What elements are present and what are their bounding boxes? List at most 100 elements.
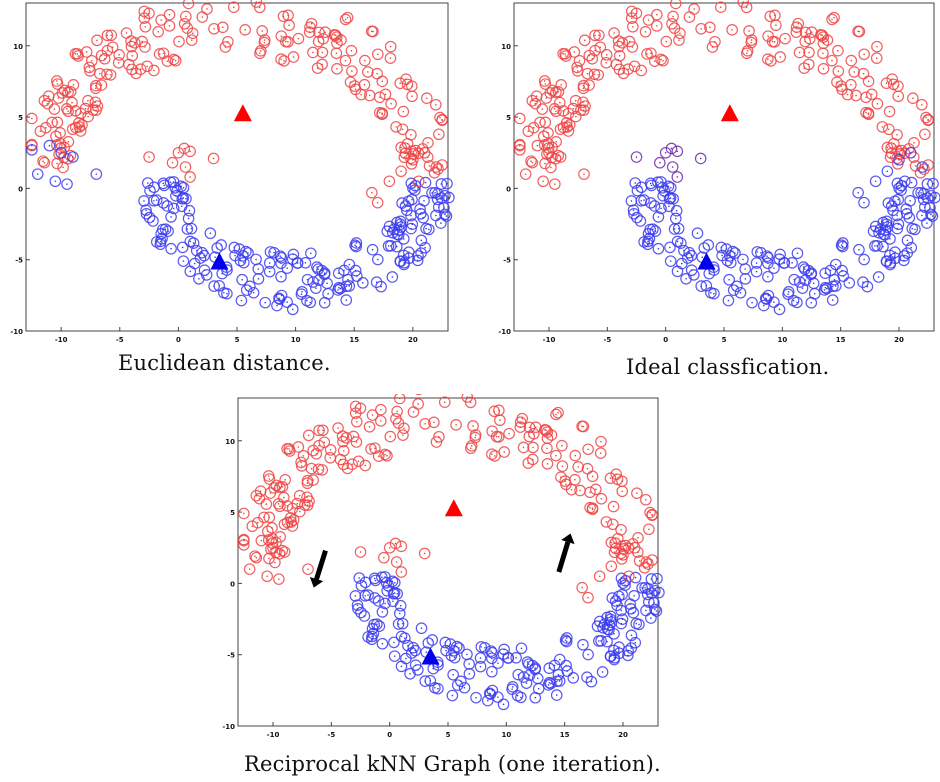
data-point-center [608, 624, 611, 627]
data-point-center [166, 60, 169, 62]
data-point-center [544, 429, 546, 431]
data-point-center [169, 181, 172, 183]
data-point-center [842, 242, 844, 244]
data-point [569, 473, 581, 486]
data-point-center [867, 80, 870, 83]
data-point [506, 683, 518, 695]
data-point [286, 303, 299, 316]
data-point-center [609, 477, 612, 480]
data-point-center [304, 261, 307, 264]
data-point-center [874, 245, 876, 247]
data-point [371, 196, 384, 209]
data-point [60, 103, 73, 115]
data-point [793, 276, 806, 288]
data-point [915, 186, 927, 199]
data-point-center [404, 152, 407, 155]
data-point [253, 492, 266, 505]
data-point-center [363, 615, 366, 617]
data-point-center [822, 36, 825, 38]
data-point-center [56, 144, 58, 146]
data-point-center [648, 237, 651, 240]
data-point [156, 232, 168, 245]
data-point [852, 186, 864, 199]
data-point-center [472, 425, 474, 427]
data-point-center [161, 228, 164, 231]
data-point-center [400, 665, 403, 668]
data-point [351, 270, 363, 282]
data-point [275, 270, 287, 283]
data-point-center [792, 299, 795, 302]
data-point-center [650, 578, 653, 580]
data-point-center [367, 594, 369, 596]
data-point-center [267, 475, 270, 477]
data-point [66, 123, 79, 136]
data-point-center [327, 292, 329, 295]
data-point-center [264, 301, 266, 304]
data-point-center [771, 40, 774, 43]
data-point [428, 416, 440, 429]
data-point-center [268, 478, 271, 480]
data-point [350, 436, 363, 448]
data-point [292, 441, 305, 453]
data-point-center [675, 209, 678, 212]
data-point [799, 274, 812, 286]
data-point-center [356, 604, 359, 606]
data-point-center [683, 249, 685, 252]
data-point-center [267, 539, 270, 541]
data-point-center [78, 122, 80, 124]
data-point-center [289, 450, 291, 452]
data-point-center [559, 101, 561, 104]
data-point [373, 620, 386, 632]
data-point [419, 176, 432, 189]
data-point [129, 37, 141, 49]
data-point-center [257, 278, 260, 280]
data-point [262, 470, 275, 482]
data-point-center [60, 151, 62, 154]
x-tick-label: 20 [408, 336, 418, 344]
data-point [398, 257, 410, 269]
data-point-center [775, 24, 777, 27]
data-point-center [384, 453, 386, 456]
data-point [140, 207, 153, 220]
data-point-center [897, 150, 899, 153]
data-point-center [598, 640, 600, 642]
data-point [726, 24, 738, 36]
data-point [857, 276, 869, 289]
data-point-center [268, 516, 271, 519]
data-point-center [898, 187, 900, 189]
data-point-center [265, 503, 268, 505]
data-point [181, 223, 194, 235]
x-tick-label: 10 [501, 731, 511, 739]
data-point-center [494, 455, 496, 457]
data-point [541, 426, 554, 438]
data-point-center [597, 74, 600, 76]
data-point-center [469, 401, 472, 404]
data-point [539, 116, 552, 129]
data-point [352, 455, 365, 468]
data-point [352, 602, 364, 615]
data-point-center [621, 545, 623, 548]
data-point [905, 176, 918, 189]
data-point-center [591, 507, 594, 509]
data-point-center [555, 413, 557, 416]
data-point [886, 73, 898, 85]
data-point [406, 218, 419, 230]
data-point-center [390, 245, 392, 247]
data-point-center [630, 647, 633, 649]
data-point [681, 252, 694, 264]
data-point [768, 262, 780, 274]
data-point-center [645, 561, 648, 563]
data-point [870, 52, 883, 64]
data-point [583, 49, 596, 62]
data-point-center [480, 646, 483, 648]
y-tick-label: 10 [501, 43, 511, 51]
data-point [929, 191, 940, 204]
data-point [631, 211, 643, 224]
data-point [453, 642, 465, 654]
data-point [560, 117, 573, 129]
data-point-center [398, 229, 401, 232]
data-point [240, 284, 253, 296]
data-point [750, 265, 763, 278]
data-point-center [833, 16, 835, 19]
